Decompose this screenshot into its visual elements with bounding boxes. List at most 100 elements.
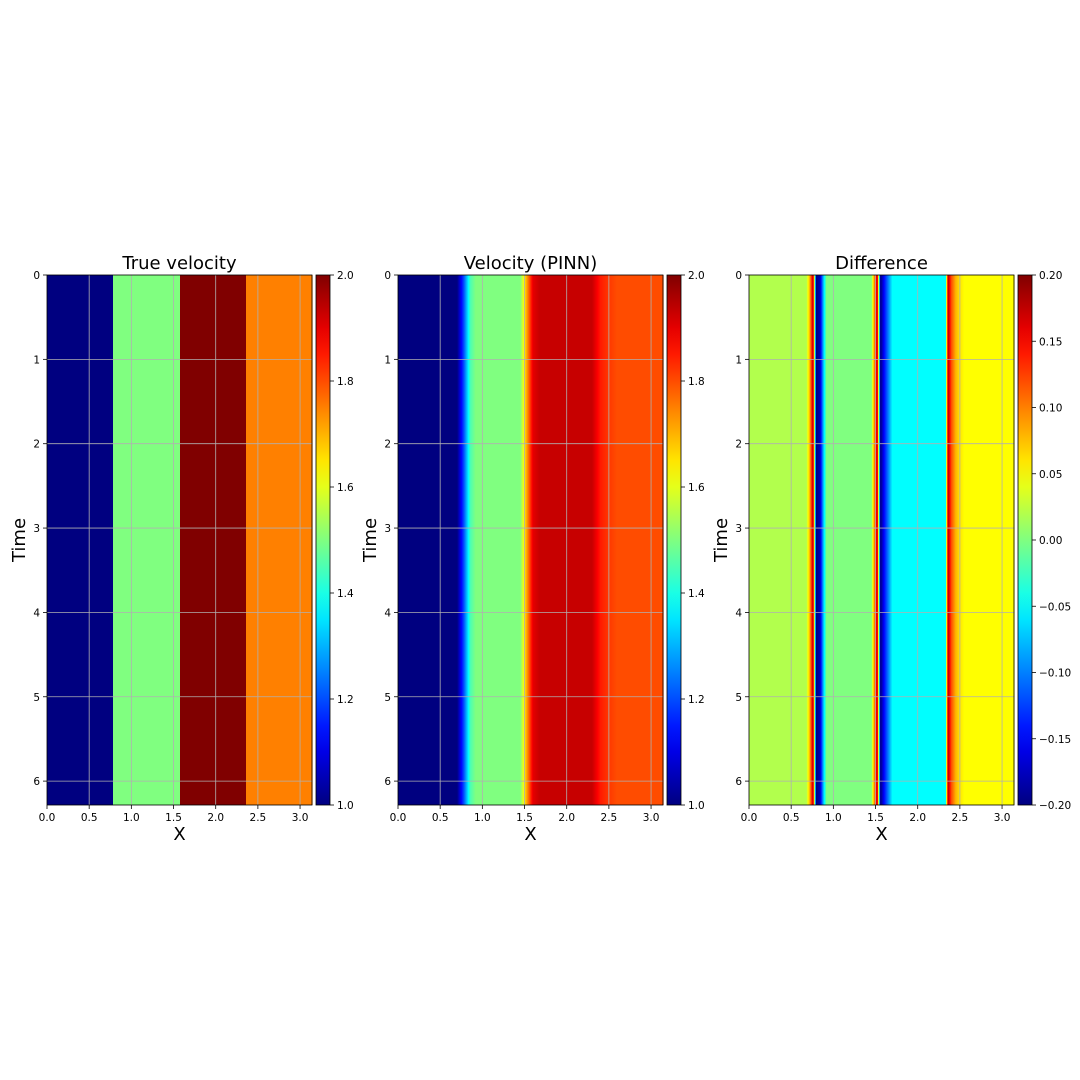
heatmap-cell [1003,275,1005,805]
heatmap-cell [774,275,776,805]
heatmap-cell [466,275,468,805]
heatmap-cell [197,275,199,805]
heatmap-cell [597,275,599,805]
heatmap-cell [170,275,172,805]
heatmap-cell [421,275,423,805]
heatmap-cell [544,275,546,805]
heatmap-cell [500,275,502,805]
heatmap-cell [866,275,868,805]
heatmap-cell [570,275,572,805]
heatmap-cell [234,275,236,805]
heatmap-cell [644,275,646,805]
heatmap-cell [636,275,638,805]
heatmap-cell [1004,275,1006,805]
heatmap-cell [904,275,906,805]
heatmap-cell [779,275,781,805]
heatmap-cell [504,275,506,805]
heatmap-cell [416,275,418,805]
heatmap-cell [842,275,844,805]
heatmap-cell [948,275,950,805]
heatmap-cell [132,275,134,805]
heatmap-cell [607,275,609,805]
grid [47,275,312,805]
heatmap-cell [526,275,528,805]
x-tick-label: 2.0 [909,812,926,824]
heatmap-cell [770,275,772,805]
heatmap-cell [148,275,150,805]
heatmap-cell [604,275,606,805]
heatmap-cell [885,275,887,805]
heatmap-cell [236,275,238,805]
heatmap-cell [932,275,934,805]
heatmap-cell [77,275,79,805]
heatmap-cell [616,275,618,805]
heatmap-cell [908,275,910,805]
heatmap-cell [512,275,514,805]
heatmap-cell [935,275,937,805]
heatmap-cell [212,275,214,805]
heatmap-cell [987,275,989,805]
heatmap-cell [408,275,410,805]
heatmap-cell [462,275,464,805]
heatmap-cell [827,275,829,805]
y-tick-label: 2 [33,439,40,451]
heatmap-cell [835,275,837,805]
heatmap-cell [199,275,201,805]
heatmap-cell [138,275,140,805]
heatmap-cell [239,275,241,805]
heatmap-cell [490,275,492,805]
heatmap-cell [825,275,827,805]
heatmap-cell [229,275,231,805]
heatmap-cell [934,275,936,805]
heatmap-cell [131,275,133,805]
heatmap-cell [399,275,401,805]
heatmap-cell [152,275,154,805]
heatmap-cell [563,275,565,805]
heatmap-cell [995,275,997,805]
heatmap-cell [888,275,890,805]
heatmap-cell [267,275,269,805]
heatmap-cell [486,275,488,805]
heatmap-cell [532,275,534,805]
heatmap-cell [214,275,216,805]
heatmap-cell [141,275,143,805]
colorbar-gradient [315,274,331,806]
heatmap-cell [635,275,637,805]
colorbar-tick-label: 1.2 [688,694,705,706]
heatmap-image [47,275,313,805]
heatmap-cell [593,275,595,805]
colorbar-tick-label: 1.8 [688,376,705,388]
heatmap-cell [423,275,425,805]
heatmap-cell [75,275,77,805]
heatmap-cell [980,275,982,805]
heatmap-cell [252,275,254,805]
heatmap-cell [108,275,110,805]
chart-panel-1: 0.0 0.5 1.0 1.5 2.0 2.5 3.0 0 1 2 3 4 5 6 True velocit… [9,253,354,845]
heatmap-cell [157,275,159,805]
heatmap-cell [60,275,62,805]
heatmap-cell [796,275,798,805]
heatmap-cell [1007,275,1009,805]
heatmap-cell [418,275,420,805]
heatmap-cell [871,275,873,805]
heatmap-cell [245,275,247,805]
heatmap-cell [550,275,552,805]
heatmap-cell [224,275,226,805]
heatmap-cell [919,275,921,805]
heatmap-cell [153,275,155,805]
heatmap-cell [969,275,971,805]
heatmap-cell [247,275,249,805]
heatmap-cell [414,275,416,805]
heatmap-cell [458,275,460,805]
heatmap-cell [145,275,147,805]
heatmap-cell [525,275,527,805]
heatmap-cell [507,275,509,805]
heatmap-cell [565,275,567,805]
heatmap-cell [568,275,570,805]
heatmap-cell [862,275,864,805]
heatmap-cell [548,275,550,805]
heatmap-cell [422,275,424,805]
heatmap-cell [620,275,622,805]
heatmap-cell [425,275,427,805]
heatmap-cell [419,275,421,805]
